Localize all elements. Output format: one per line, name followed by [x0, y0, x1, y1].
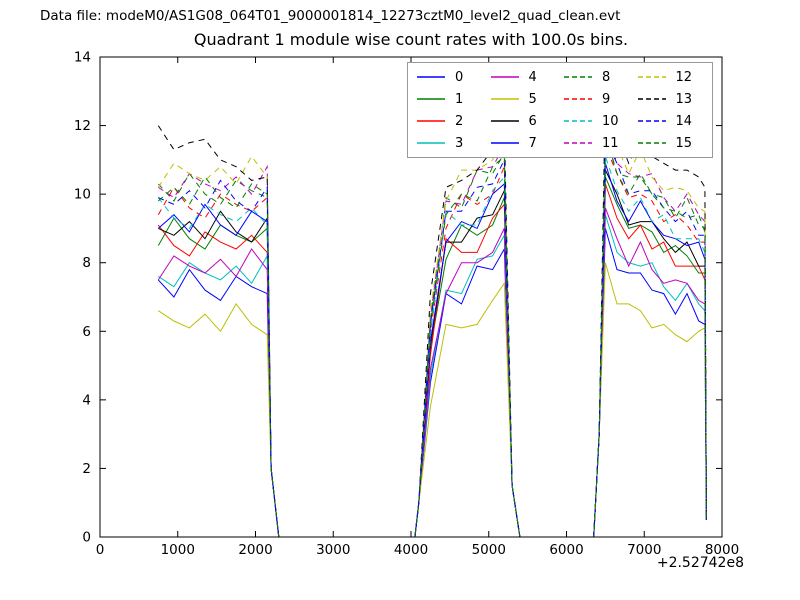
series-line-2	[157, 183, 707, 538]
legend-label: 14	[675, 113, 693, 129]
series-line-5	[158, 262, 707, 538]
legend-item-3: 3	[416, 136, 484, 151]
legend-line-sample	[417, 120, 445, 122]
x-axis-offset-label: +2.52742e8	[656, 555, 744, 571]
y-tick-label: 8	[82, 255, 91, 271]
x-tick-label: 8000	[705, 542, 739, 558]
series-line-8	[157, 132, 707, 538]
legend-line-sample	[417, 98, 445, 100]
x-tick-label: 3000	[316, 542, 350, 558]
legend-line-sample	[490, 76, 519, 78]
legend-line-sample	[564, 120, 592, 122]
legend: 0 1 2 3 4 5 6 7 8 9 10 11 12 13 14 15	[407, 62, 713, 158]
legend-item-8: 8	[563, 70, 631, 85]
series-line-14	[158, 139, 707, 538]
legend-label: 7	[528, 135, 537, 151]
legend-label: 3	[455, 135, 464, 151]
legend-line-sample	[564, 76, 592, 78]
legend-label: 13	[675, 91, 693, 107]
y-tick-label: 14	[74, 50, 91, 66]
legend-item-15: 15	[637, 136, 705, 151]
legend-item-2: 2	[416, 114, 484, 129]
legend-item-0: 0	[416, 70, 484, 85]
legend-label: 6	[528, 113, 537, 129]
legend-label: 10	[602, 113, 619, 129]
series-line-10	[157, 156, 707, 538]
series-line-12	[157, 115, 707, 538]
series-line-15	[157, 135, 707, 538]
legend-label: 5	[528, 91, 537, 107]
series-line-3	[158, 214, 707, 538]
legend-item-11: 11	[563, 136, 631, 151]
legend-line-sample	[490, 98, 519, 100]
x-tick-label: 1000	[161, 542, 195, 558]
y-tick-label: 2	[82, 461, 91, 477]
legend-item-14: 14	[637, 114, 705, 129]
legend-item-10: 10	[563, 114, 631, 129]
legend-line-sample	[564, 142, 592, 144]
legend-item-4: 4	[490, 70, 558, 85]
legend-item-5: 5	[490, 92, 558, 107]
legend-label: 15	[675, 135, 693, 151]
legend-line-sample	[564, 98, 592, 100]
data-file-label: Data file: modeM0/AS1G08_064T01_90000018…	[40, 8, 621, 24]
legend-label: 9	[602, 91, 611, 107]
legend-label: 11	[602, 135, 619, 151]
legend-item-9: 9	[563, 92, 631, 107]
legend-line-sample	[637, 120, 666, 122]
y-tick-label: 12	[74, 118, 91, 134]
y-tick-label: 6	[82, 324, 91, 340]
legend-label: 12	[675, 69, 693, 85]
legend-label: 1	[455, 91, 464, 107]
legend-item-1: 1	[416, 92, 484, 107]
legend-line-sample	[637, 98, 666, 100]
y-tick-label: 4	[82, 392, 91, 408]
series-line-6	[158, 169, 707, 538]
legend-item-6: 6	[490, 114, 558, 129]
series-line-7	[157, 163, 707, 538]
legend-item-12: 12	[637, 70, 705, 85]
legend-label: 0	[455, 69, 464, 85]
legend-line-sample	[417, 142, 445, 144]
legend-line-sample	[637, 142, 666, 144]
chart-title: Quadrant 1 module wise count rates with …	[193, 30, 629, 49]
x-tick-label: 0	[96, 542, 105, 558]
legend-line-sample	[417, 76, 445, 78]
x-tick-label: 7000	[627, 542, 661, 558]
series-line-1	[157, 176, 707, 538]
series-line-0	[157, 228, 707, 538]
x-tick-label: 2000	[238, 542, 272, 558]
legend-line-sample	[490, 142, 519, 144]
x-tick-label: 4000	[394, 542, 428, 558]
series-line-4	[157, 207, 707, 538]
series-line-9	[157, 145, 707, 538]
legend-label: 2	[455, 113, 464, 129]
legend-item-7: 7	[490, 136, 558, 151]
x-tick-label: 6000	[549, 542, 583, 558]
y-tick-label: 0	[82, 530, 91, 546]
y-tick-label: 10	[74, 187, 91, 203]
legend-line-sample	[637, 76, 666, 78]
legend-label: 8	[602, 69, 611, 85]
legend-line-sample	[490, 120, 519, 122]
legend-label: 4	[528, 69, 537, 85]
x-tick-label: 5000	[472, 542, 506, 558]
legend-item-13: 13	[637, 92, 705, 107]
